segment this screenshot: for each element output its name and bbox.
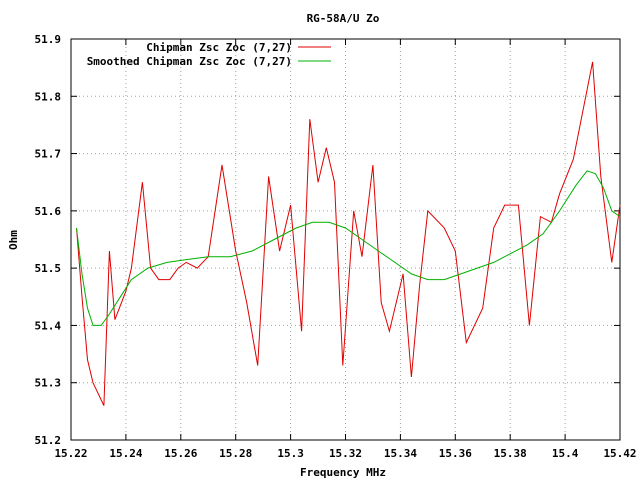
- x-tick-label: 15.3: [277, 447, 304, 460]
- x-axis-label: Frequency MHz: [300, 466, 386, 479]
- series-line-2: [76, 170, 621, 326]
- x-tick-label: 15.38: [494, 447, 527, 460]
- x-tick-label: 15.24: [109, 447, 142, 460]
- y-tick-label: 51.5: [35, 262, 62, 275]
- y-tick-label: 51.8: [35, 90, 62, 103]
- x-tick-label: 15.32: [329, 447, 362, 460]
- plot-border: [70, 38, 621, 441]
- legend-label-2: Smoothed Chipman Zsc Zoc (7,27): [87, 55, 292, 68]
- y-tick-label: 51.2: [35, 434, 62, 447]
- x-tick-label: 15.22: [54, 447, 87, 460]
- x-tick-label: 15.28: [219, 447, 252, 460]
- y-tick-label: 51.9: [35, 33, 62, 46]
- series-line-1: [76, 61, 621, 406]
- chart-title: RG-58A/U Zo: [307, 12, 380, 25]
- x-tick-labels: 15.22 15.24 15.26 15.28 15.3 15.32 15.34 15.36 1…: [54, 447, 636, 460]
- y-tick-labels: 51.2 51.3 51.4 51.5 51.6 51.7 51.8 51.9: [35, 33, 62, 447]
- y-tick-label: 51.6: [35, 205, 62, 218]
- x-tick-label: 15.34: [384, 447, 417, 460]
- x-tick-label: 15.26: [164, 447, 197, 460]
- y-tick-label: 51.7: [35, 148, 62, 161]
- y-tick-label: 51.3: [35, 377, 62, 390]
- y-tick-label: 51.4: [35, 319, 62, 332]
- x-tick-label: 15.42: [603, 447, 636, 460]
- series-lines: [76, 61, 621, 406]
- x-tick-label: 15.36: [439, 447, 472, 460]
- x-tick-label: 15.4: [552, 447, 579, 460]
- axes: [70, 38, 621, 441]
- grid: [71, 39, 620, 440]
- legend-label-1: Chipman Zsc Zoc (7,27): [146, 41, 292, 54]
- y-axis-label: Ohm: [7, 230, 20, 250]
- legend: Chipman Zsc Zoc (7,27)Smoothed Chipman Z…: [87, 41, 331, 68]
